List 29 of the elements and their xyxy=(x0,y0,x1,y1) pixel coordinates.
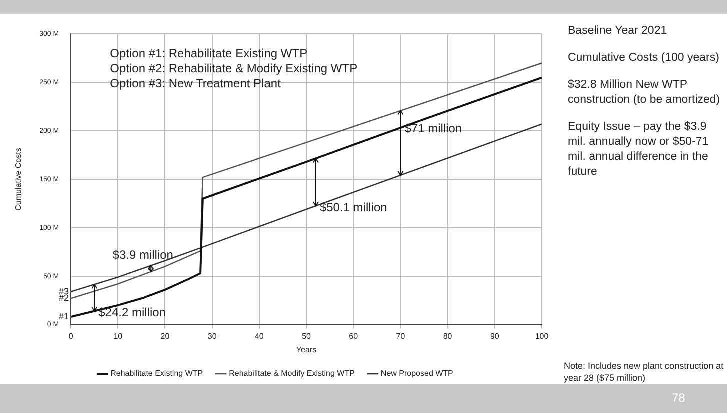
annotation: Option #3: New Treatment Plant xyxy=(110,76,282,91)
legend-label: Rehabilitate & Modify Existing WTP xyxy=(229,369,355,378)
annotation: $24.2 million xyxy=(98,306,166,320)
text: Equity Issue – pay the $3.9 mil. annually now or $50-71 mil. annual difference in the future xyxy=(568,120,710,180)
x-tick-label: 10 xyxy=(114,332,124,341)
legend-label: New Proposed WTP xyxy=(380,369,454,378)
y-axis-title: Cumulative Costs xyxy=(14,148,24,211)
x-tick-label: 40 xyxy=(254,332,264,341)
x-tick-label: 20 xyxy=(160,332,170,341)
x-tick-label: 30 xyxy=(208,332,218,341)
text: Note: Includes new plant construction at year 28 ($75 million) xyxy=(564,360,724,384)
legend-label: Rehabilitate Existing WTP xyxy=(110,369,204,378)
x-axis-title: Years xyxy=(296,345,317,354)
annotation: $50.1 million xyxy=(320,200,388,214)
text: Cumulative Costs (100 years) xyxy=(568,51,720,66)
annotation: #1 xyxy=(59,312,70,322)
text: Baseline Year 2021 xyxy=(568,24,668,39)
annotation: Option #2: Rehabilitate & Modify Existing WTP xyxy=(110,62,358,76)
annotation: $71 million xyxy=(404,121,462,136)
annotation: $3.9 million xyxy=(112,248,174,262)
x-tick-label: 70 xyxy=(396,332,406,341)
x-tick-label: 0 xyxy=(68,332,74,341)
x-tick-label: 90 xyxy=(490,332,500,341)
x-tick-label: 60 xyxy=(349,332,359,341)
annotation: Option #1: Rehabilitate Existing WTP xyxy=(110,46,308,61)
x-tick-label: 100 xyxy=(535,332,550,341)
x-tick-label: 80 xyxy=(443,332,453,341)
x-tick-label: 50 xyxy=(302,332,312,341)
text: $32.8 Million New WTP construction (to be amortized) xyxy=(568,78,722,108)
